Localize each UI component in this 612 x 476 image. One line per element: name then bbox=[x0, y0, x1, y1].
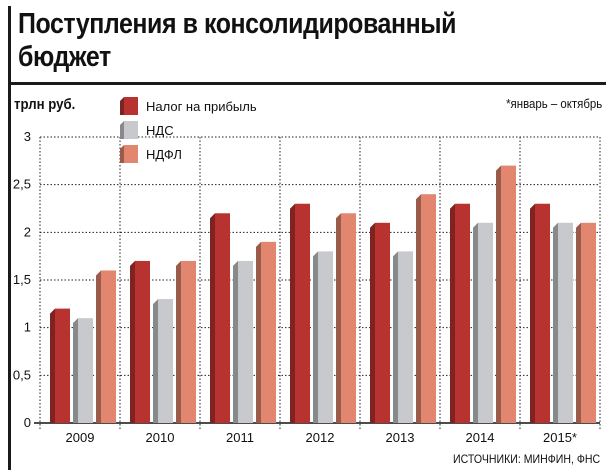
bar bbox=[318, 251, 333, 423]
bar-side bbox=[450, 203, 455, 423]
bar-side bbox=[416, 194, 421, 423]
y-tick-label: 1 bbox=[24, 320, 31, 335]
bar-side bbox=[153, 299, 158, 423]
source-note: ИСТОЧНИКИ: МИНФИН, ФНС bbox=[452, 452, 600, 466]
bar bbox=[421, 194, 436, 423]
x-tick-label: 2010 bbox=[146, 430, 175, 445]
x-tick-label: 2015* bbox=[543, 430, 577, 445]
bar-side bbox=[96, 270, 101, 423]
bar bbox=[261, 241, 276, 423]
y-tick-label: 2 bbox=[24, 224, 31, 239]
legend-label: НДС bbox=[146, 123, 174, 138]
bar-side bbox=[290, 203, 295, 423]
bar-side bbox=[553, 222, 558, 423]
x-tick-label: 2014 bbox=[466, 430, 495, 445]
bar-side bbox=[73, 318, 78, 423]
bar bbox=[135, 260, 150, 423]
legend-swatch bbox=[124, 97, 138, 115]
bar-side bbox=[256, 241, 261, 423]
bar bbox=[78, 318, 93, 423]
bar-side bbox=[336, 213, 341, 423]
bar-side bbox=[313, 251, 318, 423]
bar-side bbox=[176, 260, 181, 423]
bar-side bbox=[210, 213, 215, 423]
x-tick-label: 2013 bbox=[386, 430, 415, 445]
legend-label: Налог на прибыль bbox=[146, 99, 257, 114]
bar bbox=[375, 222, 390, 423]
bar bbox=[455, 203, 470, 423]
bar-side bbox=[130, 260, 135, 423]
y-tick-label: 2,5 bbox=[13, 177, 31, 192]
bar bbox=[478, 222, 493, 423]
y-tick-label: 0,5 bbox=[13, 367, 31, 382]
bar bbox=[295, 203, 310, 423]
y-axis-unit: трлн руб. bbox=[14, 96, 76, 113]
bar-side bbox=[473, 222, 478, 423]
bar bbox=[238, 260, 253, 423]
bar-side bbox=[233, 260, 238, 423]
bar bbox=[55, 308, 70, 423]
bar bbox=[398, 251, 413, 423]
legend-swatch bbox=[124, 121, 138, 139]
title-divider bbox=[11, 82, 606, 85]
legend-swatch-side bbox=[120, 97, 124, 115]
bar bbox=[101, 270, 116, 423]
y-tick-label: 3 bbox=[24, 129, 31, 144]
bar bbox=[535, 203, 550, 423]
x-tick-label: 2011 bbox=[226, 430, 254, 445]
bar-side bbox=[576, 222, 581, 423]
x-tick-label: 2012 bbox=[306, 430, 335, 445]
legend-swatch-side bbox=[120, 121, 124, 139]
bar bbox=[181, 260, 196, 423]
bar-side bbox=[496, 165, 501, 423]
bar bbox=[341, 213, 356, 423]
bar-side bbox=[50, 308, 55, 423]
legend-swatch-side bbox=[120, 145, 124, 163]
bar bbox=[558, 222, 573, 423]
chart-title: Поступления в консолидированный бюджет bbox=[18, 8, 457, 73]
bar bbox=[581, 222, 596, 423]
footnote: *январь – октябрь bbox=[505, 96, 602, 111]
bar bbox=[158, 299, 173, 423]
bar bbox=[501, 165, 516, 423]
bar-side bbox=[530, 203, 535, 423]
bar-side bbox=[370, 222, 375, 423]
y-tick-label: 1,5 bbox=[13, 272, 31, 287]
legend-swatch bbox=[124, 145, 138, 163]
bar bbox=[215, 213, 230, 423]
x-tick-label: 2009 bbox=[66, 430, 95, 445]
legend-label: НДФЛ bbox=[146, 147, 182, 162]
bar-side bbox=[393, 251, 398, 423]
y-tick-label: 0 bbox=[24, 415, 31, 430]
